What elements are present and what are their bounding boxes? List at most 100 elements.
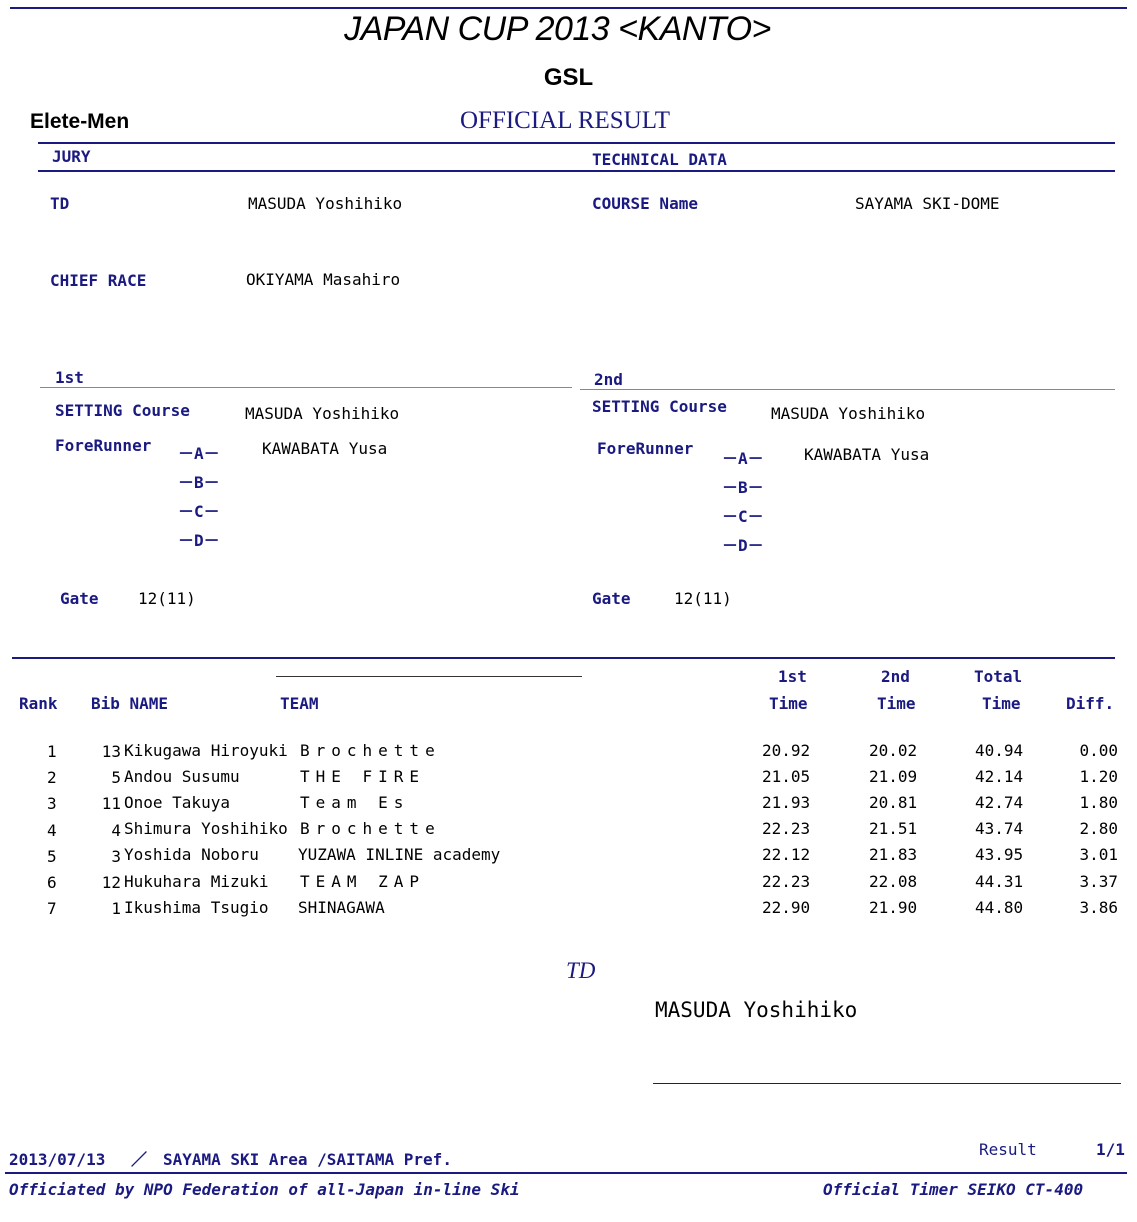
run1-forerunner-mark-a: －A－ <box>178 444 220 463</box>
diff-cell: 2.80 <box>1079 819 1118 838</box>
team-header-rule <box>276 676 582 677</box>
run2-forerunner-label: ForeRunner <box>597 439 694 458</box>
time2-cell: 21.51 <box>869 819 918 838</box>
run1-setting-name: MASUDA Yoshihiko <box>245 404 400 423</box>
signature-line <box>653 1083 1121 1084</box>
rank-cell: 3 <box>47 794 57 813</box>
result-label: Result <box>979 1140 1037 1159</box>
col-team: TEAM <box>280 694 319 713</box>
rank-cell: 6 <box>47 873 57 892</box>
team-cell: SHINAGAWA <box>298 898 385 917</box>
diff-cell: 3.37 <box>1079 872 1118 891</box>
officiated-by: Officiated by NPO Federation of all-Japa… <box>9 1180 520 1199</box>
team-cell: YUZAWA INLINE academy <box>298 845 501 864</box>
time2-cell: 20.02 <box>869 741 918 760</box>
name-cell: Shimura Yoshihiko <box>124 819 288 838</box>
bib-cell: 11 <box>101 794 121 813</box>
time2-cell: 20.81 <box>869 793 918 812</box>
diff-cell: 3.86 <box>1079 898 1118 917</box>
td-name: MASUDA Yoshihiko <box>248 194 403 213</box>
rank-cell: 7 <box>47 899 57 918</box>
run1-gate-value: 12(11) <box>138 589 196 608</box>
event-discipline: GSL <box>543 64 594 91</box>
section-rule <box>38 142 1115 144</box>
col-2nd-top: 2nd <box>881 667 910 686</box>
run2-setting-label: SETTING Course <box>592 397 727 416</box>
time1-cell: 22.23 <box>762 872 811 891</box>
diff-cell: 1.80 <box>1079 793 1118 812</box>
col-rank: Rank <box>19 694 58 713</box>
run2-forerunner-mark-d: －D－ <box>722 536 764 555</box>
col-1st-top: 1st <box>778 667 807 686</box>
results-rule <box>12 657 1115 659</box>
time1-cell: 22.90 <box>762 898 811 917</box>
date-place: 2013/07/13 ／ SAYAMA SKI Area /SAITAMA Pr… <box>9 1150 452 1169</box>
diff-cell: 1.20 <box>1079 767 1118 786</box>
rank-cell: 4 <box>47 821 57 840</box>
jury-rule <box>38 170 1115 172</box>
signature-label: TD <box>566 958 596 983</box>
signature-name: MASUDA Yoshihiko <box>655 998 858 1022</box>
name-cell: Onoe Takuya <box>124 793 230 812</box>
team-cell: Brochette <box>300 741 441 760</box>
team-cell: Brochette <box>300 819 441 838</box>
bib-cell: 3 <box>111 847 121 866</box>
rank-cell: 2 <box>47 768 57 787</box>
time1-cell: 21.05 <box>762 767 811 786</box>
run2-gate-value: 12(11) <box>674 589 732 608</box>
total-cell: 42.14 <box>975 767 1024 786</box>
diff-cell: 3.01 <box>1079 845 1118 864</box>
bib-cell: 4 <box>111 821 121 840</box>
run2-forerunner-mark-b: －B－ <box>722 478 764 497</box>
run1-gate-label: Gate <box>60 589 99 608</box>
bib-cell: 5 <box>111 768 121 787</box>
td-label: TD <box>50 194 70 213</box>
official-timer: Official Timer SEIKO CT-400 <box>823 1180 1084 1199</box>
technical-heading: TECHNICAL DATA <box>592 150 727 169</box>
time2-cell: 21.09 <box>869 767 918 786</box>
total-cell: 42.74 <box>975 793 1024 812</box>
time1-cell: 20.92 <box>762 741 811 760</box>
name-cell: Hukuhara Mizuki <box>124 872 269 891</box>
time1-cell: 22.12 <box>762 845 811 864</box>
result-type: OFFICIAL RESULT <box>460 107 670 134</box>
name-cell: Ikushima Tsugio <box>124 898 269 917</box>
bib-cell: 13 <box>101 742 121 761</box>
run2-forerunner-mark-a: －A－ <box>722 449 764 468</box>
top-rule <box>10 7 1127 9</box>
chief-race-name: OKIYAMA Masahiro <box>246 270 401 289</box>
col-1st-time: Time <box>769 694 808 713</box>
total-cell: 40.94 <box>975 741 1024 760</box>
run2-forerunner-mark-c: －C－ <box>722 507 764 526</box>
col-diff: Diff. <box>1066 694 1115 713</box>
col-total-top: Total <box>974 667 1023 686</box>
course-label: COURSE Name <box>592 194 698 213</box>
jury-heading: JURY <box>52 147 91 166</box>
total-cell: 44.31 <box>975 872 1024 891</box>
run1-forerunner-a: KAWABATA Yusa <box>262 439 388 458</box>
run1-forerunner-mark-b: －B－ <box>178 473 220 492</box>
name-cell: Kikugawa Hiroyuki <box>124 741 288 760</box>
event-title: JAPAN CUP 2013 <KANTO> <box>344 10 771 48</box>
team-cell: TEAM ZAP <box>300 872 426 891</box>
bib-cell: 12 <box>101 873 121 892</box>
name-cell: Andou Susumu <box>124 767 240 786</box>
run2-gate-label: Gate <box>592 589 631 608</box>
footer-rule <box>5 1172 1127 1174</box>
run2-setting-name: MASUDA Yoshihiko <box>771 404 926 423</box>
col-2nd-time: Time <box>877 694 916 713</box>
page-number: 1/1 <box>1096 1140 1125 1159</box>
rank-cell: 5 <box>47 847 57 866</box>
run2-heading: 2nd <box>594 370 623 389</box>
run1-forerunner-label: ForeRunner <box>55 436 152 455</box>
run1-setting-label: SETTING Course <box>55 401 190 420</box>
run1-heading: 1st <box>55 368 84 387</box>
team-cell: THE FIRE <box>300 767 426 786</box>
course-name: SAYAMA SKI-DOME <box>855 194 1000 213</box>
time1-cell: 22.23 <box>762 819 811 838</box>
time2-cell: 21.83 <box>869 845 918 864</box>
chief-race-label: CHIEF RACE <box>50 271 147 290</box>
run2-forerunner-a: KAWABATA Yusa <box>804 445 930 464</box>
time2-cell: 21.90 <box>869 898 918 917</box>
bib-cell: 1 <box>111 899 121 918</box>
